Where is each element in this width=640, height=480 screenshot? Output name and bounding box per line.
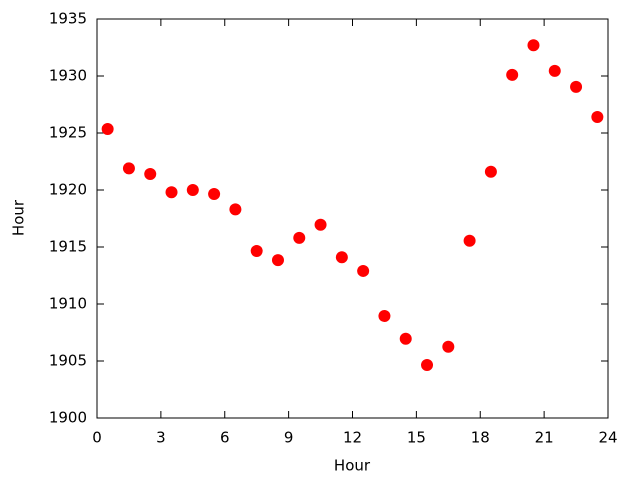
point <box>357 264 370 277</box>
x-tick-label: 15 <box>407 429 426 447</box>
x-tick-label: 12 <box>343 429 362 447</box>
point <box>527 39 540 52</box>
point <box>165 186 178 199</box>
point <box>122 162 135 175</box>
point <box>229 203 242 216</box>
y-tick-label: 1910 <box>49 295 87 313</box>
x-tick-label: 3 <box>156 429 166 447</box>
y-tick-label: 1915 <box>49 238 87 256</box>
point <box>378 309 391 322</box>
y-axis-label: Hour <box>10 199 28 236</box>
point <box>101 123 114 136</box>
point <box>271 254 284 267</box>
y-tick-label: 1905 <box>49 352 87 370</box>
point <box>591 111 604 124</box>
y-tick-label: 1925 <box>49 124 87 142</box>
point <box>570 80 583 93</box>
point <box>208 187 221 200</box>
x-tick-label: 0 <box>92 429 102 447</box>
point <box>442 340 455 353</box>
point <box>144 168 157 181</box>
point <box>293 231 306 244</box>
y-tick-label: 1920 <box>49 181 87 199</box>
point <box>314 218 327 231</box>
point <box>250 244 263 257</box>
x-axis-label: Hour <box>334 457 371 475</box>
y-tick-label: 1900 <box>49 409 87 427</box>
y-tick-label: 1930 <box>49 67 87 85</box>
point <box>484 165 497 178</box>
point <box>463 234 476 247</box>
plot-frame <box>96 18 609 419</box>
point <box>335 251 348 264</box>
x-tick-label: 6 <box>220 429 230 447</box>
x-tick-label: 21 <box>535 429 554 447</box>
point <box>421 358 434 371</box>
point <box>548 64 561 77</box>
y-tick-label: 1935 <box>49 10 87 28</box>
point <box>506 68 519 81</box>
x-tick-label: 18 <box>471 429 490 447</box>
point <box>399 332 412 345</box>
point <box>186 184 199 196</box>
x-tick-label: 9 <box>284 429 294 447</box>
x-tick-label: 24 <box>598 429 617 447</box>
